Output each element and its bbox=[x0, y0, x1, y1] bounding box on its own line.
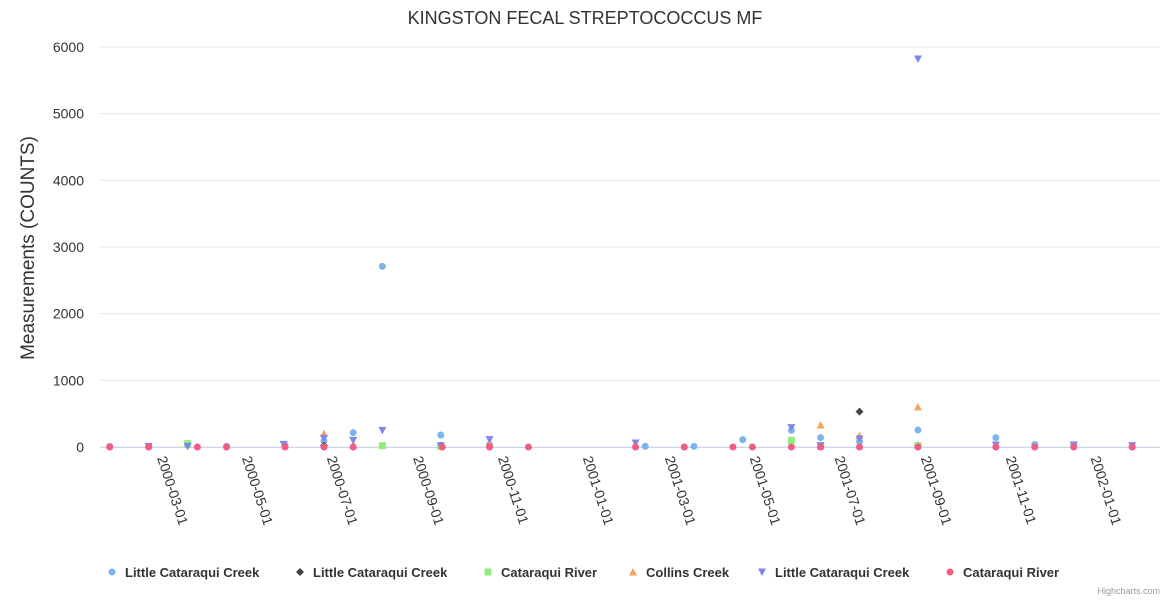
data-point[interactable] bbox=[349, 429, 357, 437]
data-point[interactable] bbox=[378, 426, 387, 435]
legend: Little Cataraqui Creek Little Cataraqui C… bbox=[108, 565, 1060, 580]
legend-label: Cataraqui River bbox=[501, 565, 597, 580]
data-point[interactable] bbox=[524, 443, 532, 451]
y-tick-label: 6000 bbox=[53, 39, 84, 55]
series-6 bbox=[106, 443, 1136, 451]
legend-symbol[interactable] bbox=[484, 568, 492, 576]
data-point[interactable] bbox=[690, 442, 698, 450]
data-point[interactable] bbox=[1070, 443, 1078, 451]
credits-link[interactable]: Highcharts.com bbox=[1097, 586, 1160, 596]
legend-item[interactable]: Little Cataraqui Creek bbox=[758, 565, 910, 580]
data-point[interactable] bbox=[183, 442, 192, 451]
legend-symbol[interactable] bbox=[629, 568, 637, 576]
data-point[interactable] bbox=[641, 442, 649, 450]
legend-item[interactable]: Collins Creek bbox=[629, 565, 730, 580]
data-point[interactable] bbox=[739, 436, 747, 444]
data-point[interactable] bbox=[319, 434, 328, 443]
data-point[interactable] bbox=[193, 443, 201, 451]
data-point[interactable] bbox=[914, 443, 922, 451]
data-point[interactable] bbox=[855, 407, 864, 416]
data-point[interactable] bbox=[378, 442, 386, 450]
y-tick-label: 2000 bbox=[53, 306, 84, 322]
data-point[interactable] bbox=[106, 443, 114, 451]
x-tick-label: 2001-01-01 bbox=[580, 454, 617, 527]
legend-symbol[interactable] bbox=[758, 568, 766, 577]
data-point[interactable] bbox=[281, 443, 289, 451]
legend-label: Little Cataraqui Creek bbox=[775, 565, 910, 580]
data-point[interactable] bbox=[438, 443, 446, 451]
legend-item[interactable]: Cataraqui River bbox=[946, 565, 1060, 580]
chart-title: KINGSTON FECAL STREPTOCOCCUS MF bbox=[408, 8, 763, 28]
data-point[interactable] bbox=[729, 443, 737, 451]
data-point[interactable] bbox=[378, 262, 386, 270]
data-point[interactable] bbox=[855, 435, 864, 444]
data-point[interactable] bbox=[787, 443, 795, 451]
x-tick-label: 2000-03-01 bbox=[154, 454, 191, 527]
x-axis-ticks: 2000-03-01 2000-05-01 2000-07-01 2000-09-01… bbox=[154, 454, 1125, 527]
legend-symbol[interactable] bbox=[296, 568, 304, 576]
series-5 bbox=[144, 55, 1137, 451]
data-point[interactable] bbox=[1031, 443, 1039, 451]
y-tick-label: 1000 bbox=[53, 372, 84, 388]
legend-symbol[interactable] bbox=[946, 568, 954, 576]
y-tick-label: 5000 bbox=[53, 106, 84, 122]
data-point[interactable] bbox=[913, 403, 922, 411]
x-tick-label: 2000-09-01 bbox=[410, 454, 447, 527]
legend-item[interactable]: Little Cataraqui Creek bbox=[296, 565, 448, 580]
data-point[interactable] bbox=[992, 443, 1000, 451]
x-tick-label: 2001-03-01 bbox=[662, 454, 699, 527]
y-axis-ticks: 0 1000 2000 3000 4000 5000 6000 bbox=[53, 39, 84, 455]
legend-label: Little Cataraqui Creek bbox=[125, 565, 260, 580]
data-point[interactable] bbox=[1128, 443, 1136, 451]
data-point[interactable] bbox=[320, 443, 328, 451]
x-tick-label: 2001-07-01 bbox=[832, 454, 869, 527]
data-point[interactable] bbox=[856, 443, 864, 451]
data-point[interactable] bbox=[486, 443, 494, 451]
legend-label: Little Cataraqui Creek bbox=[313, 565, 448, 580]
data-point[interactable] bbox=[748, 443, 756, 451]
x-tick-label: 2001-05-01 bbox=[747, 454, 784, 527]
data-point[interactable] bbox=[680, 443, 688, 451]
y-tick-label: 0 bbox=[76, 439, 84, 455]
data-point[interactable] bbox=[349, 436, 358, 445]
legend-label: Cataraqui River bbox=[963, 565, 1059, 580]
data-point[interactable] bbox=[145, 443, 153, 451]
x-tick-label: 2002-01-01 bbox=[1088, 454, 1125, 527]
data-point[interactable] bbox=[631, 439, 640, 448]
data-point[interactable] bbox=[223, 443, 231, 451]
data-point[interactable] bbox=[485, 436, 494, 444]
data-point[interactable] bbox=[437, 431, 445, 439]
x-tick-label: 2001-11-01 bbox=[1003, 454, 1040, 526]
data-point[interactable] bbox=[817, 434, 825, 442]
series-2 bbox=[319, 407, 922, 450]
data-points bbox=[106, 55, 1137, 451]
data-point[interactable] bbox=[817, 443, 825, 451]
series-4 bbox=[319, 403, 922, 449]
y-tick-label: 3000 bbox=[53, 239, 84, 255]
data-point[interactable] bbox=[787, 436, 795, 444]
data-point[interactable] bbox=[787, 424, 796, 432]
data-point[interactable] bbox=[816, 421, 825, 429]
series-1 bbox=[106, 262, 1136, 450]
legend-item[interactable]: Cataraqui River bbox=[484, 565, 598, 580]
data-point[interactable] bbox=[992, 434, 1000, 442]
legend-symbol[interactable] bbox=[108, 568, 116, 576]
data-point[interactable] bbox=[349, 443, 357, 451]
x-tick-label: 2000-05-01 bbox=[239, 454, 276, 527]
data-point[interactable] bbox=[914, 426, 922, 434]
x-tick-label: 2000-11-01 bbox=[495, 454, 532, 526]
y-tick-label: 4000 bbox=[53, 172, 84, 188]
grid-lines bbox=[100, 46, 1160, 448]
x-tick-label: 2000-07-01 bbox=[324, 454, 361, 527]
y-axis-label: Measurements (COUNTS) bbox=[18, 136, 39, 360]
data-point[interactable] bbox=[632, 443, 640, 451]
legend-label: Collins Creek bbox=[646, 565, 730, 580]
x-tick-label: 2001-09-01 bbox=[918, 454, 955, 527]
data-point[interactable] bbox=[913, 55, 922, 64]
legend-item[interactable]: Little Cataraqui Creek bbox=[108, 565, 261, 580]
